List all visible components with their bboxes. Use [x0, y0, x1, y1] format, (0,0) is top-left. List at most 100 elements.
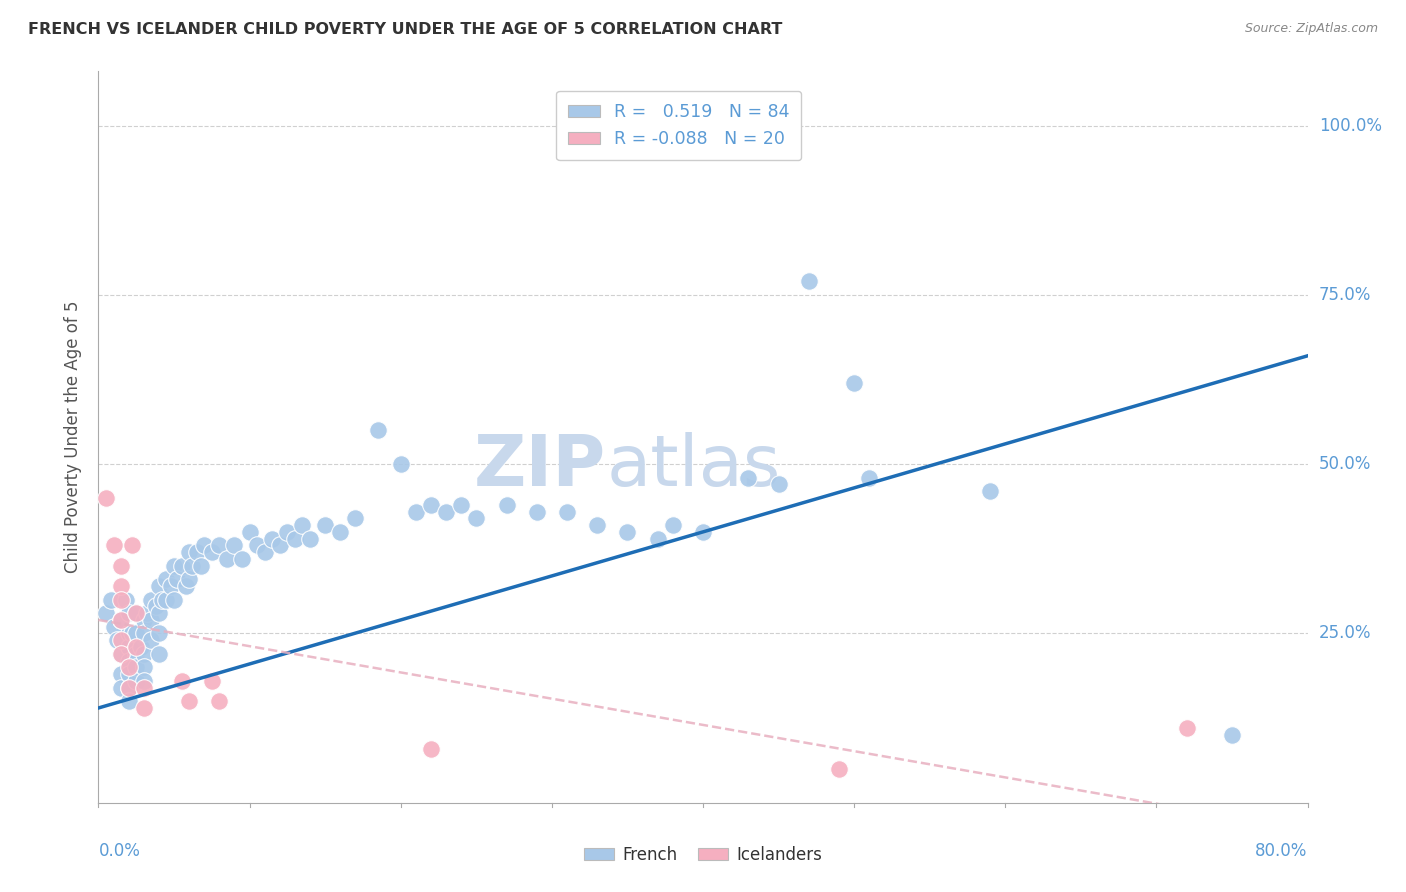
Point	[1175, 721, 1198, 735]
Point	[190, 558, 212, 573]
Point	[284, 532, 307, 546]
Point	[737, 471, 759, 485]
Point	[132, 626, 155, 640]
Point	[253, 545, 276, 559]
Point	[329, 524, 352, 539]
Point	[844, 376, 866, 390]
Point	[118, 660, 141, 674]
Point	[495, 498, 517, 512]
Point	[201, 545, 224, 559]
Point	[118, 681, 141, 695]
Point	[160, 579, 183, 593]
Point	[141, 592, 163, 607]
Point	[94, 491, 117, 505]
Point	[125, 606, 148, 620]
Point	[276, 524, 298, 539]
Point	[163, 592, 186, 607]
Point	[110, 647, 132, 661]
Point	[145, 599, 167, 614]
Point	[367, 423, 389, 437]
Point	[405, 505, 427, 519]
Point	[132, 701, 155, 715]
Point	[132, 660, 155, 674]
Point	[465, 511, 488, 525]
Point	[125, 606, 148, 620]
Point	[132, 647, 155, 661]
Text: 80.0%: 80.0%	[1256, 842, 1308, 860]
Point	[141, 633, 163, 648]
Point	[103, 538, 125, 552]
Point	[314, 518, 336, 533]
Point	[132, 673, 155, 688]
Text: 75.0%: 75.0%	[1319, 285, 1371, 304]
Point	[114, 592, 136, 607]
Point	[121, 538, 143, 552]
Text: FRENCH VS ICELANDER CHILD POVERTY UNDER THE AGE OF 5 CORRELATION CHART: FRENCH VS ICELANDER CHILD POVERTY UNDER …	[28, 22, 783, 37]
Point	[616, 524, 638, 539]
Point	[148, 647, 170, 661]
Point	[858, 471, 880, 485]
Point	[148, 626, 170, 640]
Text: 0.0%: 0.0%	[98, 842, 141, 860]
Point	[170, 558, 193, 573]
Point	[420, 498, 443, 512]
Point	[110, 558, 132, 573]
Point	[246, 538, 269, 552]
Point	[94, 606, 117, 620]
Point	[299, 532, 322, 546]
Point	[118, 694, 141, 708]
Point	[148, 579, 170, 593]
Point	[555, 505, 578, 519]
Point	[148, 606, 170, 620]
Point	[135, 606, 157, 620]
Point	[118, 667, 141, 681]
Point	[828, 762, 851, 776]
Point	[586, 518, 609, 533]
Point	[125, 626, 148, 640]
Point	[647, 532, 669, 546]
Point	[224, 538, 246, 552]
Point	[155, 592, 177, 607]
Point	[141, 613, 163, 627]
Point	[132, 681, 155, 695]
Point	[125, 673, 148, 688]
Point	[103, 620, 125, 634]
Point	[434, 505, 457, 519]
Point	[118, 654, 141, 668]
Point	[181, 558, 204, 573]
Point	[193, 538, 215, 552]
Point	[163, 558, 186, 573]
Point	[239, 524, 262, 539]
Legend: R =   0.519   N = 84, R = -0.088   N = 20: R = 0.519 N = 84, R = -0.088 N = 20	[557, 91, 801, 160]
Point	[179, 694, 201, 708]
Point	[526, 505, 548, 519]
Point	[1220, 728, 1243, 742]
Point	[269, 538, 291, 552]
Point	[121, 626, 143, 640]
Point	[979, 484, 1001, 499]
Point	[262, 532, 284, 546]
Text: ZIP: ZIP	[474, 432, 606, 500]
Point	[215, 552, 238, 566]
Point	[170, 673, 193, 688]
Point	[201, 673, 224, 688]
Point	[100, 592, 122, 607]
Point	[110, 579, 132, 593]
Text: 100.0%: 100.0%	[1319, 117, 1382, 135]
Y-axis label: Child Poverty Under the Age of 5: Child Poverty Under the Age of 5	[63, 301, 82, 574]
Point	[125, 660, 148, 674]
Point	[110, 592, 132, 607]
Text: 50.0%: 50.0%	[1319, 455, 1371, 473]
Point	[110, 633, 132, 648]
Point	[166, 572, 188, 586]
Point	[208, 694, 231, 708]
Point	[450, 498, 472, 512]
Point	[291, 518, 314, 533]
Point	[208, 538, 231, 552]
Legend: French, Icelanders: French, Icelanders	[578, 839, 828, 871]
Point	[118, 606, 141, 620]
Point	[118, 681, 141, 695]
Point	[129, 640, 152, 654]
Text: 25.0%: 25.0%	[1319, 624, 1371, 642]
Text: atlas: atlas	[606, 432, 780, 500]
